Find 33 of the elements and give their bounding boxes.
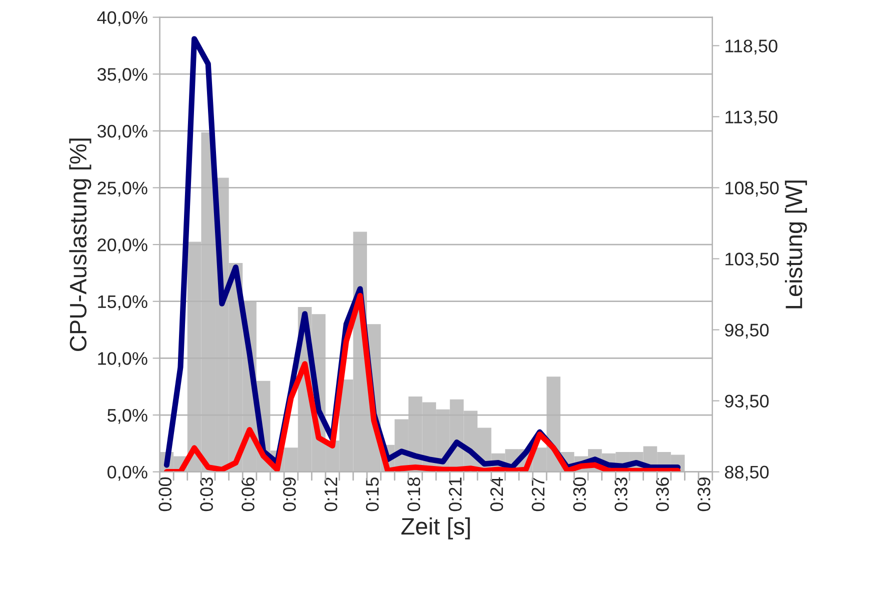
y-tick-label: 40,0% xyxy=(97,11,148,26)
x-tick-label: 0:09 xyxy=(283,478,296,512)
x-tick-label: 0:06 xyxy=(242,477,254,512)
y2-axis-title: Leistung [W] xyxy=(784,180,807,308)
x-tick-label: 0:21 xyxy=(448,478,462,512)
y2-tick-label: 98,50 xyxy=(725,324,769,339)
y-tick-label: 0,0% xyxy=(108,466,148,481)
y2-tick-label: 113,50 xyxy=(726,110,778,126)
y-axis-title: CPU-Auslastung [%] xyxy=(69,138,92,351)
y-tick-label: 20,0% xyxy=(98,238,148,254)
y-tick-label: 10,0% xyxy=(98,352,148,368)
y2-tick-label: 118,50 xyxy=(726,40,778,55)
y2-tick-label: 88,50 xyxy=(724,466,769,481)
x-tick-label: 0:36 xyxy=(656,477,669,512)
x-tick-label: 0:33 xyxy=(614,477,628,512)
x-tick-label: 0:30 xyxy=(573,477,586,512)
y-tick-label: 25,0% xyxy=(98,182,148,197)
y-tick-label: 5,0% xyxy=(108,408,148,424)
x-tick-label: 0:18 xyxy=(407,477,420,512)
y2-tick-label: 93,50 xyxy=(725,394,769,410)
x-tick-label: 0:03 xyxy=(200,477,213,512)
x-tick-label: 0:12 xyxy=(324,478,338,512)
y2-tick-label: 108,50 xyxy=(726,182,779,197)
x-tick-label: 0:27 xyxy=(532,478,545,512)
y2-tick-label: 103,50 xyxy=(726,252,779,268)
x-tick-label: 0:39 xyxy=(698,478,710,512)
y-tick-label: 30,0% xyxy=(97,124,148,140)
x-tick-label: 0:15 xyxy=(366,477,379,512)
x-axis-title: Zeit [s] xyxy=(401,517,470,540)
y-tick-label: 15,0% xyxy=(98,295,148,310)
x-tick-label: 0:00 xyxy=(158,477,172,512)
y-tick-label: 35,0% xyxy=(97,68,148,83)
x-tick-label: 0:24 xyxy=(490,477,504,512)
